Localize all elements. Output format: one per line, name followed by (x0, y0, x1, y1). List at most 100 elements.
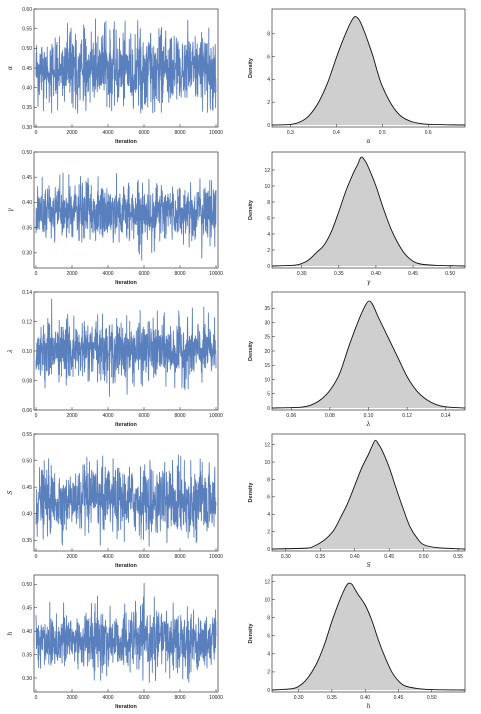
trace-xtick-label-0-2: 4000 (102, 130, 113, 136)
trace-xtick-label-2-5: 10000 (209, 413, 223, 419)
density-ytick-label-1-0: 0 (267, 264, 270, 270)
density-xtick-label-2-2: 0.10 (364, 413, 374, 419)
density-ytick-label-4-5: 10 (264, 597, 270, 603)
density-ytick-label-3-2: 4 (267, 512, 270, 518)
trace-ytick-label-2-2: 0.10 (22, 349, 32, 355)
density-xlabel-3: S (366, 562, 370, 569)
trace-ytick-label-2-0: 0.06 (22, 408, 32, 414)
trace-ytick-label-0-4: 0.50 (22, 46, 32, 52)
trace-xtick-label-1-2: 4000 (102, 271, 113, 277)
trace-xtick-label-3-4: 8000 (174, 554, 185, 560)
trace-xtick-label-3-1: 2000 (66, 554, 77, 560)
trace-ytick-label-0-6: 0.60 (22, 7, 32, 13)
density-ytick-label-2-2: 10 (264, 377, 270, 383)
trace-xtick-label-4-4: 8000 (174, 695, 185, 701)
trace-xtick-label-1-1: 2000 (66, 271, 77, 277)
trace-xtick-label-2-1: 2000 (66, 413, 77, 419)
density-xtick-label-0-2: 0.5 (379, 130, 386, 136)
trace-ytick-label-4-0: 0.30 (22, 676, 32, 682)
trace-xtick-label-3-0: 0 (35, 554, 38, 560)
density-xtick-label-1-0: 0.30 (297, 271, 307, 277)
trace-ytick-label-1-0: 0.30 (22, 251, 32, 257)
density-xtick-label-2-0: 0.06 (286, 413, 296, 419)
density-ytick-label-4-4: 8 (267, 615, 270, 621)
trace-ytick-label-1-4: 0.50 (22, 150, 32, 156)
trace-line-2 (35, 298, 217, 397)
trace-xtick-label-2-2: 4000 (102, 413, 113, 419)
density-ytick-label-1-6: 12 (264, 168, 270, 174)
trace-frame-4 (33, 574, 219, 693)
density-area-2 (272, 300, 465, 408)
density-curve-0 (271, 16, 466, 126)
density-area-1 (272, 157, 465, 266)
trace-ytick-label-3-1: 0.40 (22, 512, 32, 518)
trace-ytick-label-2-4: 0.14 (22, 290, 32, 296)
trace-ytick-label-2-1: 0.08 (22, 378, 32, 384)
trace-xlabel-2: Iteration (115, 422, 137, 428)
density-curve-4 (271, 582, 466, 691)
density-frame-3 (271, 433, 466, 552)
trace-ytick-label-4-3: 0.45 (22, 606, 32, 612)
trace-ytick-label-3-4: 0.55 (22, 432, 32, 438)
density-plot-1: 0 2 4 6 8 10 12 0.30 0.35 0.40 0.45 0.50 γ Density (248, 151, 466, 286)
trace-xtick-label-3-2: 4000 (102, 554, 113, 560)
trace-ytick-label-1-1: 0.35 (22, 225, 32, 231)
density-ytick-label-3-3: 6 (267, 495, 270, 501)
trace-ytick-label-3-0: 0.35 (22, 538, 32, 544)
trace-plot-0: 0.30 0.35 0.40 0.45 0.50 0.55 0.60 0 2000 4000 600… (7, 7, 223, 145)
density-ytick-label-2-4: 20 (264, 349, 270, 355)
trace-xlabel-0: Iteration (115, 139, 137, 145)
trace-plot-2: 0.06 0.08 0.10 0.12 0.14 0 2000 4000 6000 8000 100… (7, 290, 223, 428)
trace-xtick-label-4-5: 10000 (209, 695, 223, 701)
trace-line-1 (35, 172, 217, 261)
trace-xtick-label-4-0: 0 (35, 695, 38, 701)
density-curve-3 (271, 439, 466, 550)
trace-xtick-label-0-5: 10000 (209, 130, 223, 136)
trace-ytick-label-4-4: 0.50 (22, 582, 32, 588)
density-xtick-label-2-1: 0.08 (325, 413, 335, 419)
density-ytick-label-1-1: 2 (267, 248, 270, 254)
density-area-0 (272, 16, 465, 126)
density-xtick-label-2-4: 0.14 (441, 413, 451, 419)
density-xtick-label-1-2: 0.40 (371, 271, 381, 277)
trace-xtick-label-0-1: 2000 (66, 130, 77, 136)
density-xtick-label-1-3: 0.45 (408, 271, 418, 277)
trace-xtick-label-4-2: 4000 (102, 695, 113, 701)
density-xtick-label-4-3: 0.45 (394, 695, 404, 701)
trace-ytick-label-4-1: 0.35 (22, 652, 32, 658)
density-ytick-label-2-7: 35 (264, 306, 270, 312)
trace-ytick-label-3-3: 0.50 (22, 458, 32, 464)
density-plot-2: 0 5 10 15 20 25 30 35 0.06 0.08 0.10 0.12 0.14 λ Densi… (248, 291, 466, 428)
trace-xtick-label-0-3: 6000 (138, 130, 149, 136)
density-area-3 (272, 440, 465, 549)
trace-xtick-label-2-4: 8000 (174, 413, 185, 419)
density-ylabel-4: Density (248, 623, 254, 644)
density-area-4 (272, 583, 465, 690)
density-ytick-label-2-3: 15 (264, 363, 270, 369)
density-ytick-label-3-1: 2 (267, 529, 270, 535)
density-ytick-label-2-5: 25 (264, 335, 270, 341)
density-xtick-label-3-0: 0.30 (281, 554, 291, 560)
density-plot-4: 0 2 4 6 8 10 12 0.30 0.35 0.40 0.45 0.50 h Density (248, 574, 466, 710)
density-ytick-label-3-0: 0 (267, 547, 270, 553)
density-ytick-label-0-0: 0 (267, 123, 270, 129)
trace-line-4 (35, 582, 217, 683)
trace-xtick-label-1-3: 6000 (138, 271, 149, 277)
trace-ylabel-3: S (7, 490, 14, 494)
trace-xtick-label-1-5: 10000 (209, 271, 223, 277)
trace-xlabel-3: Iteration (115, 563, 137, 569)
density-ytick-label-4-1: 2 (267, 670, 270, 676)
trace-ytick-label-0-1: 0.35 (22, 105, 32, 111)
density-curve-2 (271, 300, 466, 409)
trace-xtick-label-3-5: 10000 (209, 554, 223, 560)
trace-xtick-label-0-0: 0 (35, 130, 38, 136)
density-ytick-label-1-5: 10 (264, 184, 270, 190)
density-ytick-label-3-5: 10 (264, 460, 270, 466)
trace-ylabel-4: h (7, 631, 14, 635)
density-xtick-label-0-0: 0.3 (287, 130, 294, 136)
density-xtick-label-3-5: 0.55 (453, 554, 463, 560)
density-xtick-label-3-4: 0.50 (419, 554, 429, 560)
density-ytick-label-0-2: 4 (267, 77, 270, 83)
trace-plot-1: 0.30 0.35 0.40 0.45 0.50 0 2000 4000 6000 8000 100… (7, 150, 223, 286)
density-xtick-label-4-0: 0.30 (294, 695, 304, 701)
